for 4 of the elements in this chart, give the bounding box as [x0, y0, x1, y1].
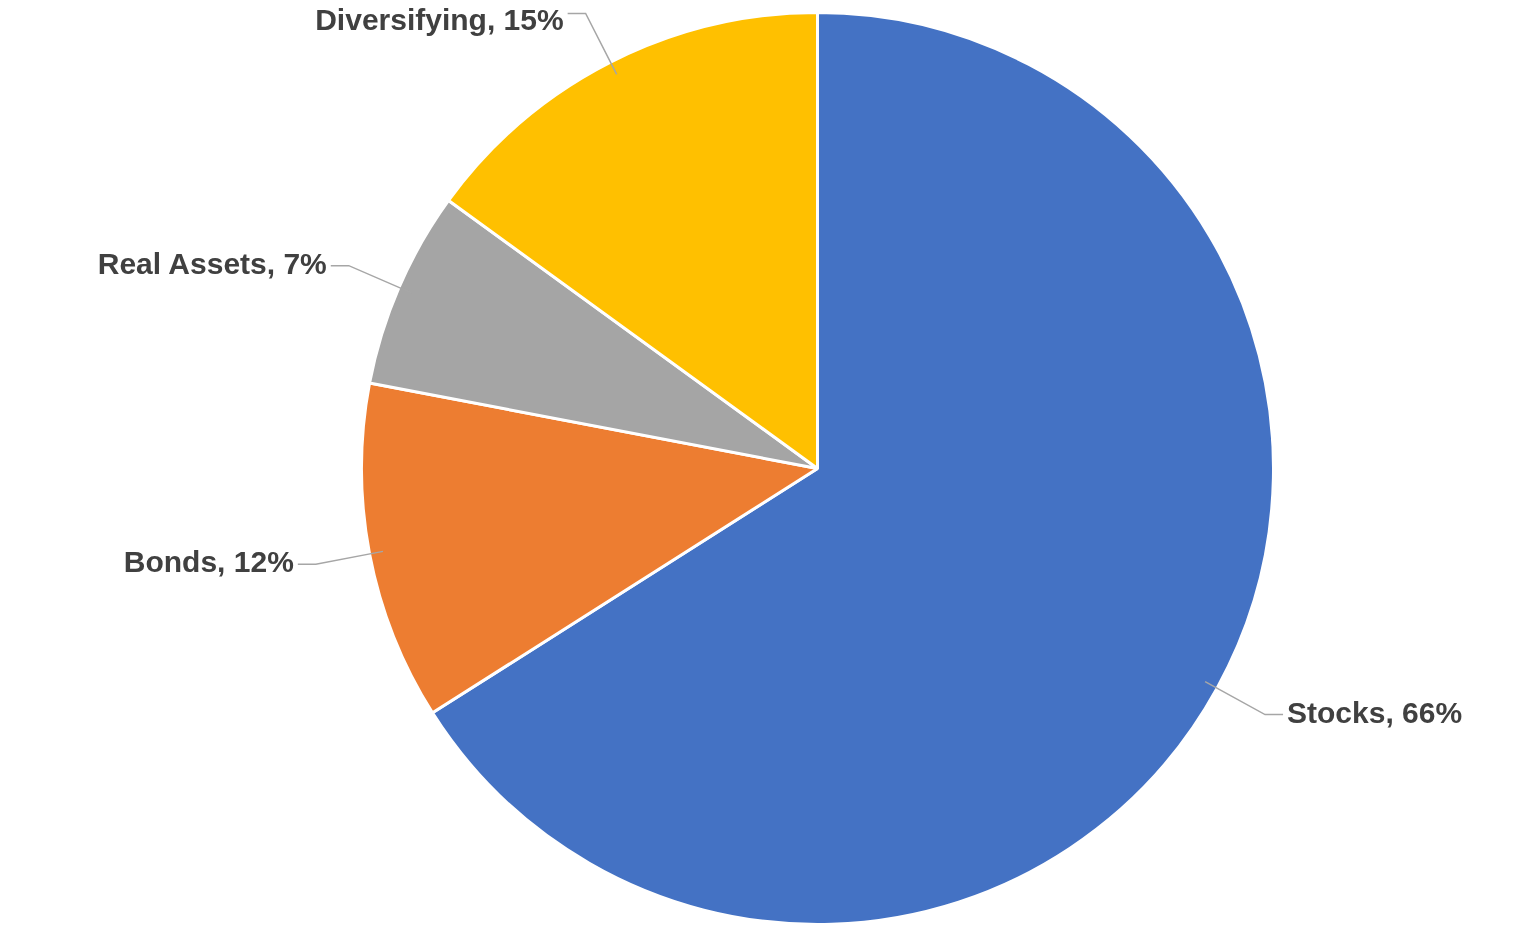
slice-label: Diversifying, 15% — [315, 3, 564, 37]
slice-label: Stocks, 66% — [1287, 695, 1463, 729]
slice-label: Bonds, 12% — [123, 545, 294, 579]
slice-label: Real Assets, 7% — [97, 246, 327, 280]
